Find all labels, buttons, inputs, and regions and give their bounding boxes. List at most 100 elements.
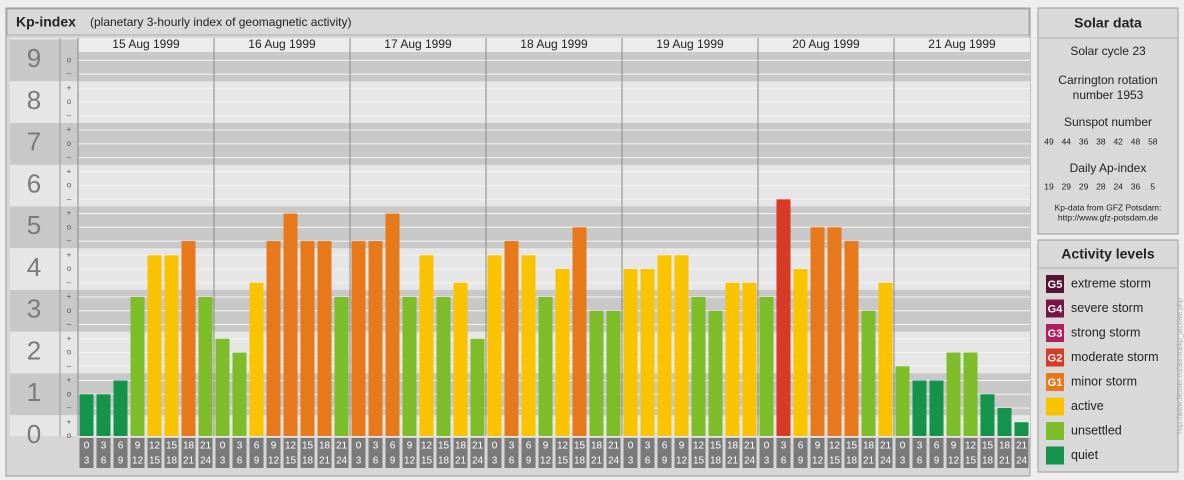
interval-label: 9 [271,441,277,452]
legend-swatch [1046,299,1064,318]
interval-label: 18 [319,441,331,452]
interval-label: 15 [693,456,705,467]
carrington: Carrington rotation [1058,73,1157,87]
interval-label: 0 [492,441,498,452]
legend-badge: G3 [1048,328,1063,340]
interval-label: 21 [608,441,620,452]
interval-label: 0 [356,441,362,452]
interval-box [555,438,570,468]
bar [640,269,655,436]
interval-label: 24 [200,456,212,467]
interval-box [793,438,808,468]
interval-label: 12 [812,456,824,467]
interval-label: 15 [829,456,841,467]
minor-tick-label: o [67,389,72,398]
ap-value: 29 [1062,181,1072,191]
minor-tick-label: o [67,222,72,231]
interval-label: 9 [798,456,804,467]
interval-label: 6 [798,441,804,452]
interval-label: 3 [628,456,634,467]
interval-label: 18 [591,441,603,452]
interval-box [759,438,774,468]
minor-tick-label: + [67,83,72,92]
bar [538,297,553,436]
interval-label: 18 [166,456,178,467]
interval-label: 21 [880,441,892,452]
interval-label: 21 [863,456,875,467]
bar [572,227,587,436]
interval-label: 6 [390,441,396,452]
interval-box [521,438,536,468]
interval-box [470,438,485,468]
y-tick-label: 5 [27,210,41,240]
legend-label: quiet [1071,448,1099,462]
interval-label: 12 [268,456,280,467]
interval-box [997,438,1012,468]
interval-box [147,438,162,468]
bar [810,227,825,436]
interval-label: 6 [781,456,787,467]
interval-label: 6 [118,441,124,452]
interval-box [776,438,791,468]
bar [555,269,570,436]
interval-label: 0 [628,441,634,452]
interval-label: 6 [237,456,243,467]
interval-label: 12 [404,456,416,467]
minor-tick-label: o [67,431,72,440]
minor-tick-label: o [67,264,72,273]
interval-box [861,438,876,468]
interval-label: 24 [336,456,348,467]
interval-label: 3 [220,456,226,467]
minor-tick-label: o [67,306,72,315]
interval-label: 24 [880,456,892,467]
bar [453,282,468,436]
interval-label: 12 [149,441,161,452]
interval-label: 12 [829,441,841,452]
bar [657,255,672,436]
interval-box [317,438,332,468]
solar-title: Solar data [1074,15,1142,31]
solar-cycle: Solar cycle 23 [1070,44,1146,58]
y-tick-label: 4 [27,252,41,282]
interval-box [96,438,111,468]
bar [215,338,230,436]
bar [759,297,774,436]
date-label: 20 Aug 1999 [792,37,860,51]
interval-label: 9 [951,441,957,452]
interval-box [640,438,655,468]
source: Kp-data from GFZ Potsdam: [1055,202,1162,212]
interval-box [504,438,519,468]
interval-box [674,438,689,468]
interval-label: 6 [373,456,379,467]
solar-panel [1037,7,1179,235]
legend-label: active [1071,399,1104,413]
bar [181,241,196,436]
legend-swatch [1046,446,1064,465]
minor-tick-label: – [67,403,72,412]
interval-label: 3 [781,441,787,452]
bar [963,352,978,436]
interval-label: 0 [900,441,906,452]
interval-label: 18 [999,441,1011,452]
interval-box [878,438,893,468]
bar [912,380,927,436]
ap-value: 29 [1079,181,1089,191]
legend-label: extreme storm [1071,276,1151,290]
interval-label: 3 [492,456,498,467]
interval-label: 18 [438,456,450,467]
title-bar [6,8,1030,36]
interval-label: 3 [373,441,379,452]
date-label: 16 Aug 1999 [248,37,316,51]
interval-label: 6 [662,441,668,452]
minor-tick-label: + [67,417,72,426]
sunspot-value: 48 [1131,136,1141,146]
bar [198,297,213,436]
bar [742,282,757,436]
bar [980,394,995,436]
interval-label: 12 [132,456,144,467]
sunspot-value: 49 [1044,136,1054,146]
minor-tick-label: + [67,334,72,343]
interval-label: 0 [764,441,770,452]
interval-label: 3 [509,441,515,452]
date-label: 19 Aug 1999 [656,37,724,51]
